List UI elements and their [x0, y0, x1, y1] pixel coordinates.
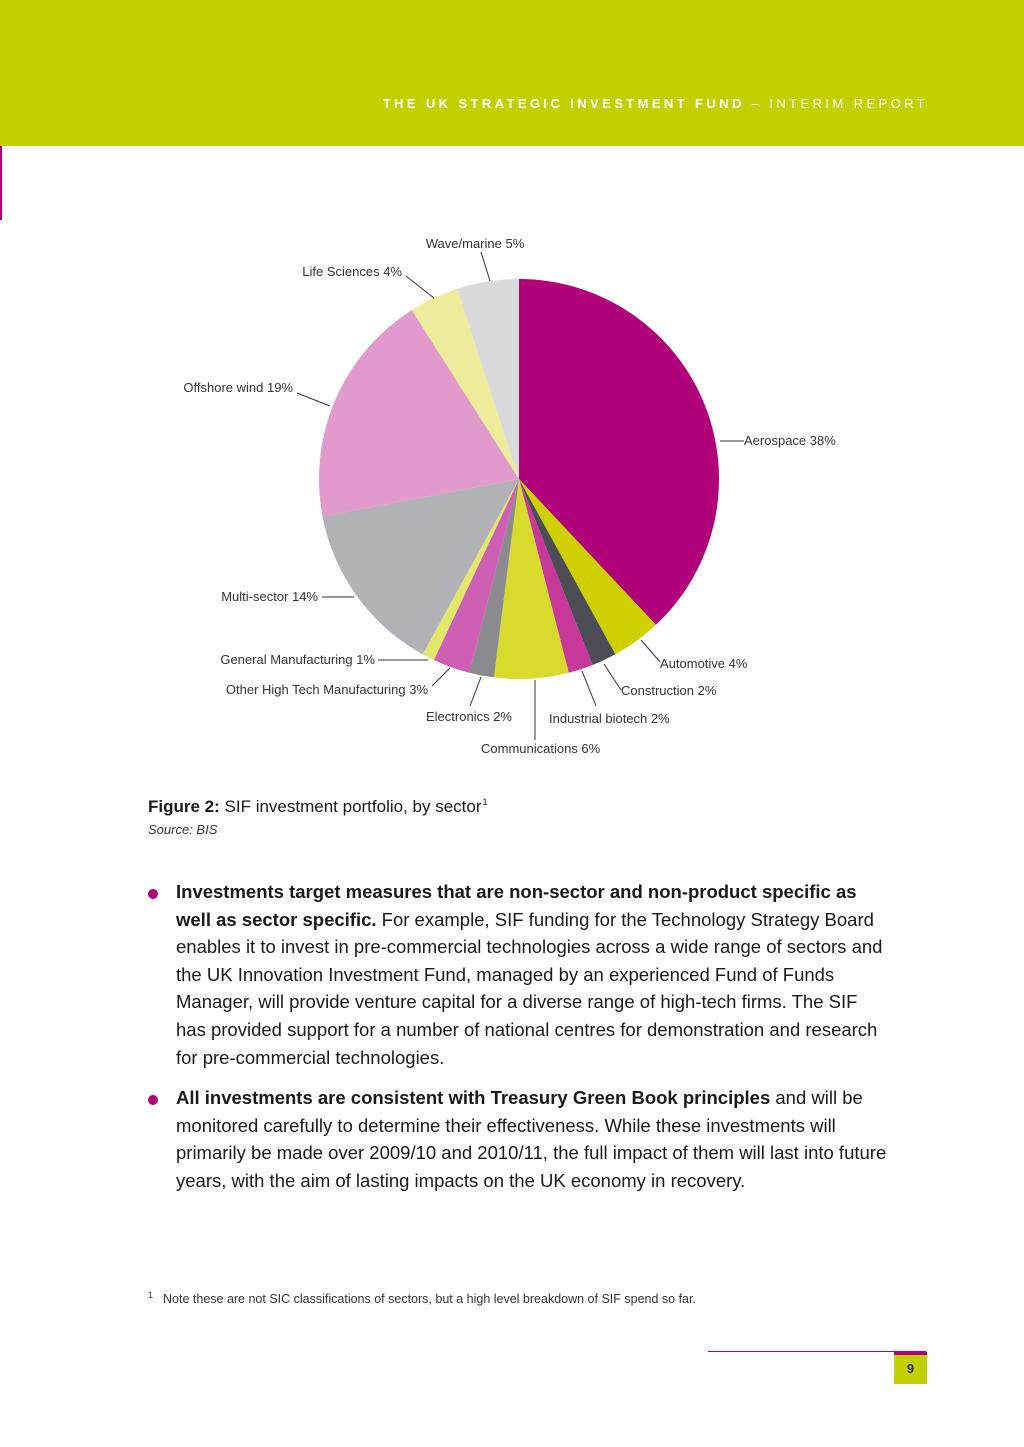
bullet-text: and will be monitored carefully to deter… [176, 1087, 887, 1191]
pie-slice [422, 479, 519, 660]
pie-slice [411, 288, 519, 479]
figure-source: Source: BIS [148, 822, 218, 837]
margin-mark [0, 146, 2, 220]
bullet-lead: All investments are consistent with Trea… [176, 1087, 771, 1109]
slice-label: Multi-sector 14% [221, 589, 318, 604]
bullet-text: For example, SIF funding for the Technol… [176, 908, 883, 1068]
leader-line [469, 676, 482, 707]
slice-label: Offshore wind 19% [183, 380, 293, 395]
bullet-dot-icon [148, 1095, 158, 1106]
bullet-dot-icon [148, 889, 158, 899]
report-title-rest: – INTERIM REPORT [744, 96, 928, 111]
page-number: 9 [894, 1352, 927, 1384]
slice-label: Communications 6% [481, 741, 601, 756]
figure-caption-number: Figure 2: [148, 797, 220, 816]
pie-slice [519, 479, 593, 673]
leader-line [296, 392, 331, 407]
footnote: 1 Note these are not SIC classifications … [148, 1290, 696, 1306]
leader-line [405, 275, 435, 299]
bullet-list: Investments target measures that are non… [148, 878, 888, 1208]
bullet-item: Investments target measures that are non… [148, 878, 888, 1071]
pie-slice [433, 479, 519, 673]
leader-line [603, 663, 622, 691]
pie-slice [519, 279, 719, 625]
slice-label: Life Sciences 4% [302, 264, 402, 279]
leader-line [431, 667, 451, 687]
figure-caption-text: SIF investment portfolio, by sector [219, 797, 482, 816]
report-title-bold: THE UK STRATEGIC INVESTMENT FUND [382, 96, 745, 111]
pie-slice [519, 479, 616, 665]
leader-line [640, 639, 661, 663]
slice-label: Aerospace 38% [744, 433, 836, 448]
slice-label: Other High Tech Manufacturing 3% [226, 682, 429, 697]
slice-label: Electronics 2% [426, 709, 512, 724]
slice-label: Industrial biotech 2% [549, 711, 670, 726]
leader-line [581, 670, 597, 707]
bullet-item: All investments are consistent with Trea… [148, 1084, 888, 1194]
pie-slice [457, 279, 519, 479]
footer-rule [708, 1351, 926, 1352]
leader-line [480, 251, 491, 282]
header-band: THE UK STRATEGIC INVESTMENT FUND – INTER… [0, 0, 1024, 146]
footnote-number: 1 [148, 1290, 154, 1300]
pie-slice [469, 479, 519, 678]
figure-caption: Figure 2: SIF investment portfolio, by s… [148, 797, 488, 817]
pie-slice [493, 479, 569, 679]
slice-label: Automotive 4% [660, 656, 748, 671]
slice-label: General Manufacturing 1% [220, 652, 375, 667]
report-title: THE UK STRATEGIC INVESTMENT FUND – INTER… [383, 96, 928, 111]
pie-slice [322, 479, 519, 655]
slice-label: Wave/marine 5% [426, 236, 525, 251]
bullet-lead: Investments target measures that are non… [176, 881, 857, 930]
pie-slice [519, 479, 656, 655]
slice-label: Construction 2% [621, 683, 717, 698]
pie-slice [318, 310, 519, 517]
pie-chart: Aerospace 38% Automotive 4% Construction 2… [183, 236, 836, 756]
figure-caption-footnote-ref: 1 [482, 797, 488, 807]
footnote-text: Note these are not SIC classifications o… [163, 1292, 696, 1306]
